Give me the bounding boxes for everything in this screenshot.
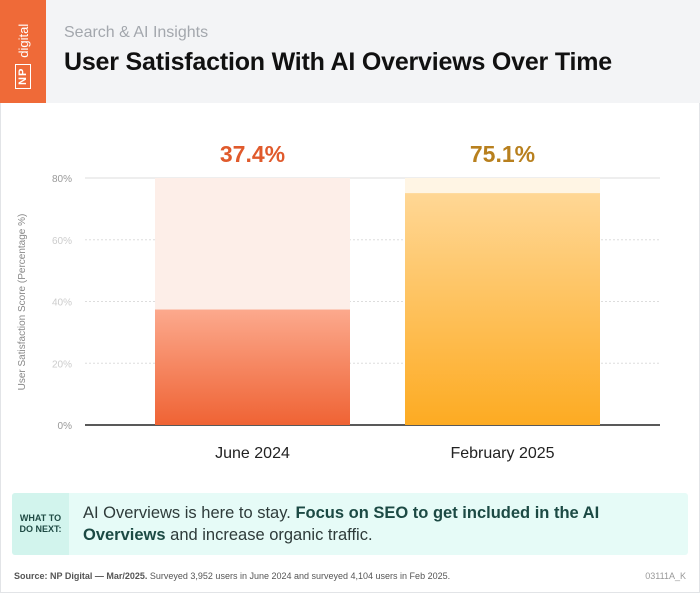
np-digital-logo: NP digital [0,0,46,103]
data-label: 37.4% [220,141,285,167]
callout-text: AI Overviews is here to stay. Focus on S… [83,504,600,544]
source-note: Source: NP Digital — Mar/2025. Surveyed … [14,571,451,581]
y-axis-label: User Satisfaction Score (Percentage %) [17,214,28,391]
data-label: 75.1% [470,141,535,167]
callout-label: WHAT TO DO NEXT: [12,493,69,555]
page-title: User Satisfaction With AI Overviews Over… [64,48,612,76]
x-tick-label: June 2024 [215,445,290,462]
y-tick-label: 40% [52,298,72,309]
bar [405,193,600,425]
what-to-do-next-callout: WHAT TO DO NEXT: AI Overviews is here to… [12,493,688,555]
chart-code: 03111A_K [645,571,686,581]
y-tick-label: 80% [52,174,72,185]
y-tick-label: 20% [52,359,72,370]
bar-chart: User Satisfaction Score (Percentage %) 0… [17,141,660,462]
bar [155,309,350,425]
y-tick-label: 60% [52,236,72,247]
subtitle: Search & AI Insights [64,24,209,41]
header: NP digital Search & AI Insights User Sati… [0,0,700,103]
x-tick-label: February 2025 [450,445,554,462]
y-tick-label: 0% [58,421,73,432]
